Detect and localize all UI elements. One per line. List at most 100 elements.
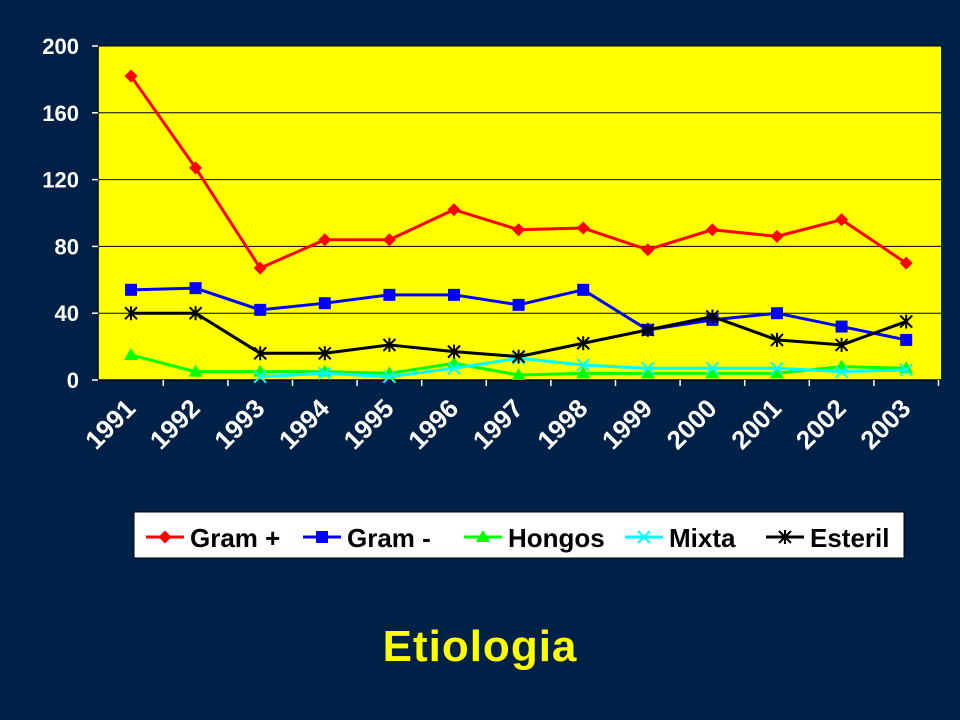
data-point bbox=[188, 306, 203, 321]
data-point bbox=[835, 320, 848, 333]
y-tick-label: 200 bbox=[42, 34, 79, 59]
data-point bbox=[576, 358, 590, 372]
legend-label: Gram + bbox=[190, 523, 280, 553]
data-point bbox=[188, 364, 203, 377]
data-point bbox=[447, 203, 461, 217]
data-point bbox=[641, 243, 655, 257]
legend-box bbox=[133, 511, 905, 559]
legend-item: Esteril bbox=[766, 523, 890, 553]
data-point bbox=[124, 347, 138, 360]
y-axis-ticks: 0 40 80 120 160 200 bbox=[42, 34, 79, 393]
data-point bbox=[448, 288, 460, 301]
data-point bbox=[447, 344, 461, 359]
legend-swatch-marker bbox=[158, 530, 172, 544]
data-point bbox=[577, 283, 590, 296]
data-point bbox=[835, 213, 849, 227]
data-point bbox=[447, 361, 461, 376]
legend-label: Esteril bbox=[810, 523, 890, 553]
data-point bbox=[641, 322, 655, 337]
x-tick-label: 1996 bbox=[402, 393, 464, 455]
legend-item: Hongos bbox=[464, 523, 605, 553]
data-point bbox=[253, 346, 267, 361]
y-tick-label: 160 bbox=[42, 101, 79, 126]
legend-swatch-marker bbox=[637, 530, 651, 544]
x-tick-label: 1994 bbox=[273, 393, 335, 455]
data-point bbox=[900, 333, 913, 346]
data-point bbox=[705, 223, 719, 237]
data-point bbox=[511, 367, 526, 380]
data-point bbox=[189, 161, 203, 175]
data-point bbox=[640, 366, 655, 379]
data-point bbox=[382, 233, 396, 247]
data-point bbox=[253, 261, 267, 275]
series-layer bbox=[124, 69, 914, 384]
series-mixta bbox=[253, 351, 913, 384]
legend-swatch-marker bbox=[476, 530, 490, 542]
data-point bbox=[770, 366, 784, 379]
data-point bbox=[318, 297, 331, 310]
data-point bbox=[576, 336, 590, 351]
data-point bbox=[383, 288, 396, 301]
data-point bbox=[382, 369, 397, 384]
data-point bbox=[125, 283, 137, 296]
data-point bbox=[899, 314, 913, 329]
legend-label: Mixta bbox=[669, 523, 736, 553]
slide-title: Etiologia bbox=[382, 622, 578, 671]
y-tick-label: 120 bbox=[42, 168, 79, 193]
data-point bbox=[512, 298, 525, 311]
data-point bbox=[770, 229, 784, 243]
legend: Gram + Gram - Hongos Mixta Esteril bbox=[133, 511, 905, 559]
plot-area bbox=[98, 46, 941, 380]
data-point bbox=[512, 223, 526, 237]
x-tick-label: 2001 bbox=[725, 393, 787, 455]
x-tick-label: 2002 bbox=[790, 393, 852, 455]
gridlines bbox=[92, 45, 941, 386]
data-point bbox=[705, 309, 720, 324]
data-point bbox=[834, 364, 849, 379]
data-point bbox=[834, 337, 849, 352]
x-axis-ticks: 1991 1992 1993 1994 1995 1996 1997 1998 1999 2000… bbox=[79, 393, 916, 455]
data-point bbox=[770, 361, 784, 376]
data-point bbox=[318, 366, 332, 381]
legend-swatch-marker bbox=[316, 531, 328, 543]
data-point bbox=[771, 307, 783, 320]
data-point bbox=[124, 306, 138, 321]
data-point bbox=[382, 337, 397, 352]
series-hongos bbox=[124, 347, 914, 380]
legend-label: Hongos bbox=[508, 523, 605, 553]
x-tick-label: 2000 bbox=[661, 393, 723, 455]
x-tick-label: 1993 bbox=[208, 393, 270, 455]
data-point bbox=[899, 363, 913, 377]
data-point bbox=[124, 69, 138, 83]
data-point bbox=[318, 346, 332, 361]
legend-item: Mixta bbox=[625, 523, 736, 553]
y-tick-label: 80 bbox=[55, 234, 79, 259]
series-gram bbox=[124, 69, 913, 275]
x-tick-label: 1992 bbox=[144, 393, 206, 455]
data-point bbox=[576, 366, 591, 379]
x-tick-label: 1995 bbox=[338, 393, 400, 455]
data-point bbox=[770, 332, 784, 347]
legend-item: Gram + bbox=[146, 523, 280, 553]
x-tick-label: 1999 bbox=[596, 393, 658, 455]
data-point bbox=[189, 282, 202, 295]
data-point bbox=[705, 361, 720, 376]
legend-item: Gram - bbox=[303, 523, 431, 553]
data-point bbox=[576, 221, 590, 235]
legend-label: Gram - bbox=[347, 523, 431, 553]
y-tick-label: 0 bbox=[67, 368, 79, 393]
data-point bbox=[253, 369, 267, 384]
data-point bbox=[254, 303, 267, 316]
x-tick-label: 1998 bbox=[531, 393, 593, 455]
series-esteril bbox=[124, 306, 913, 364]
data-point bbox=[511, 349, 526, 364]
data-point bbox=[899, 256, 913, 270]
x-tick-label: 1997 bbox=[467, 393, 529, 455]
legend-swatch-marker bbox=[778, 530, 792, 544]
x-tick-label: 1991 bbox=[79, 393, 141, 455]
data-point bbox=[318, 233, 332, 247]
y-tick-label: 40 bbox=[55, 301, 79, 326]
data-point bbox=[705, 366, 720, 379]
data-point bbox=[641, 361, 655, 376]
